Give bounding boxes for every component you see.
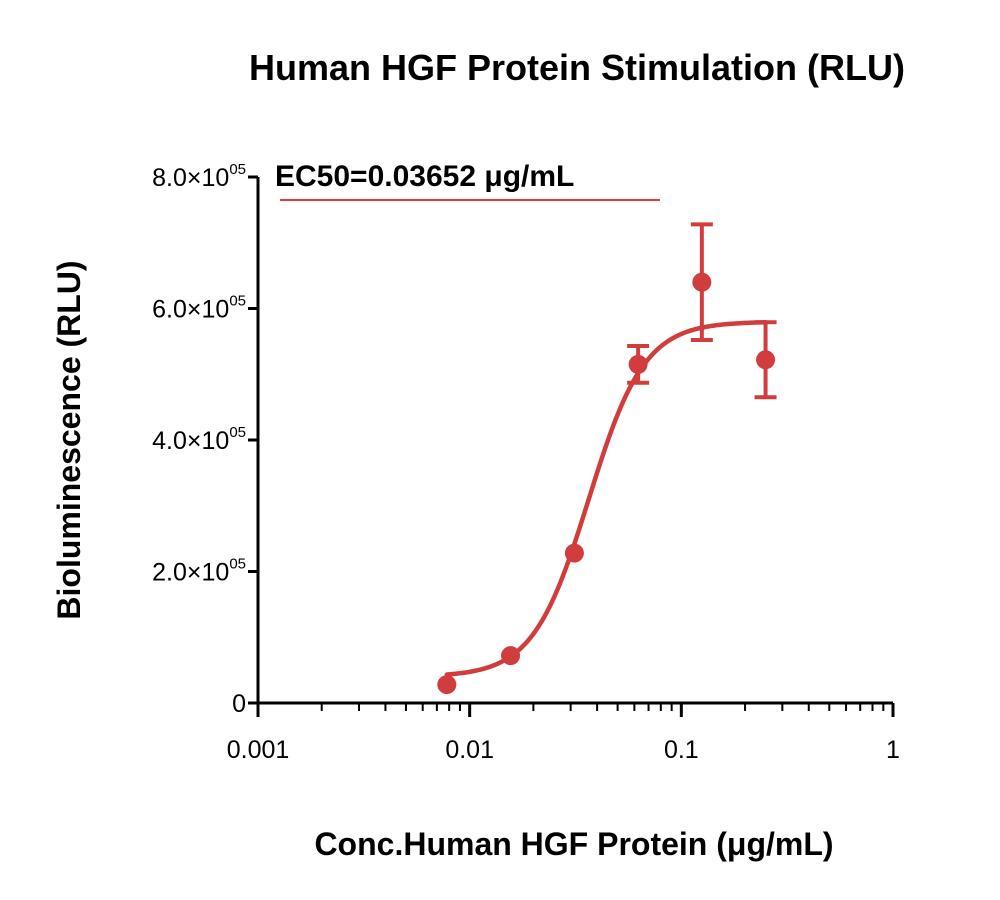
data-point (756, 350, 776, 370)
ec50-annotation: EC50=0.03652 μg/mL (275, 160, 574, 193)
data-point (501, 646, 521, 666)
x-tick-label: 0.01 (445, 736, 494, 764)
x-tick-label: 0.1 (664, 736, 699, 764)
y-axis-label: Bioluminescence (RLU) (51, 260, 87, 619)
data-point (692, 272, 712, 292)
x-axis-label: Conc.Human HGF Protein (μg/mL) (314, 826, 833, 862)
y-tick-label: 8.0×1005 (152, 161, 246, 192)
y-tick-label: 2.0×1005 (152, 556, 246, 587)
x-tick-label: 1 (886, 736, 900, 764)
data-point (564, 543, 584, 563)
data-point (628, 354, 648, 374)
y-tick-label: 4.0×1005 (152, 424, 246, 455)
points-layer (437, 222, 777, 695)
fit-layer (444, 320, 768, 677)
y-tick-label: 0 (232, 690, 246, 718)
ticks: 0 2.0×1005 4.0×1005 6.0×1005 8.0×1005 0.001 0.… (152, 161, 900, 764)
y-tick-label: 6.0×1005 (152, 293, 246, 324)
data-point (437, 675, 457, 695)
fit-curve (444, 320, 768, 677)
chart-title: Human HGF Protein Stimulation (RLU) (249, 47, 905, 88)
x-tick-label: 0.001 (227, 736, 290, 764)
axes (256, 177, 893, 705)
